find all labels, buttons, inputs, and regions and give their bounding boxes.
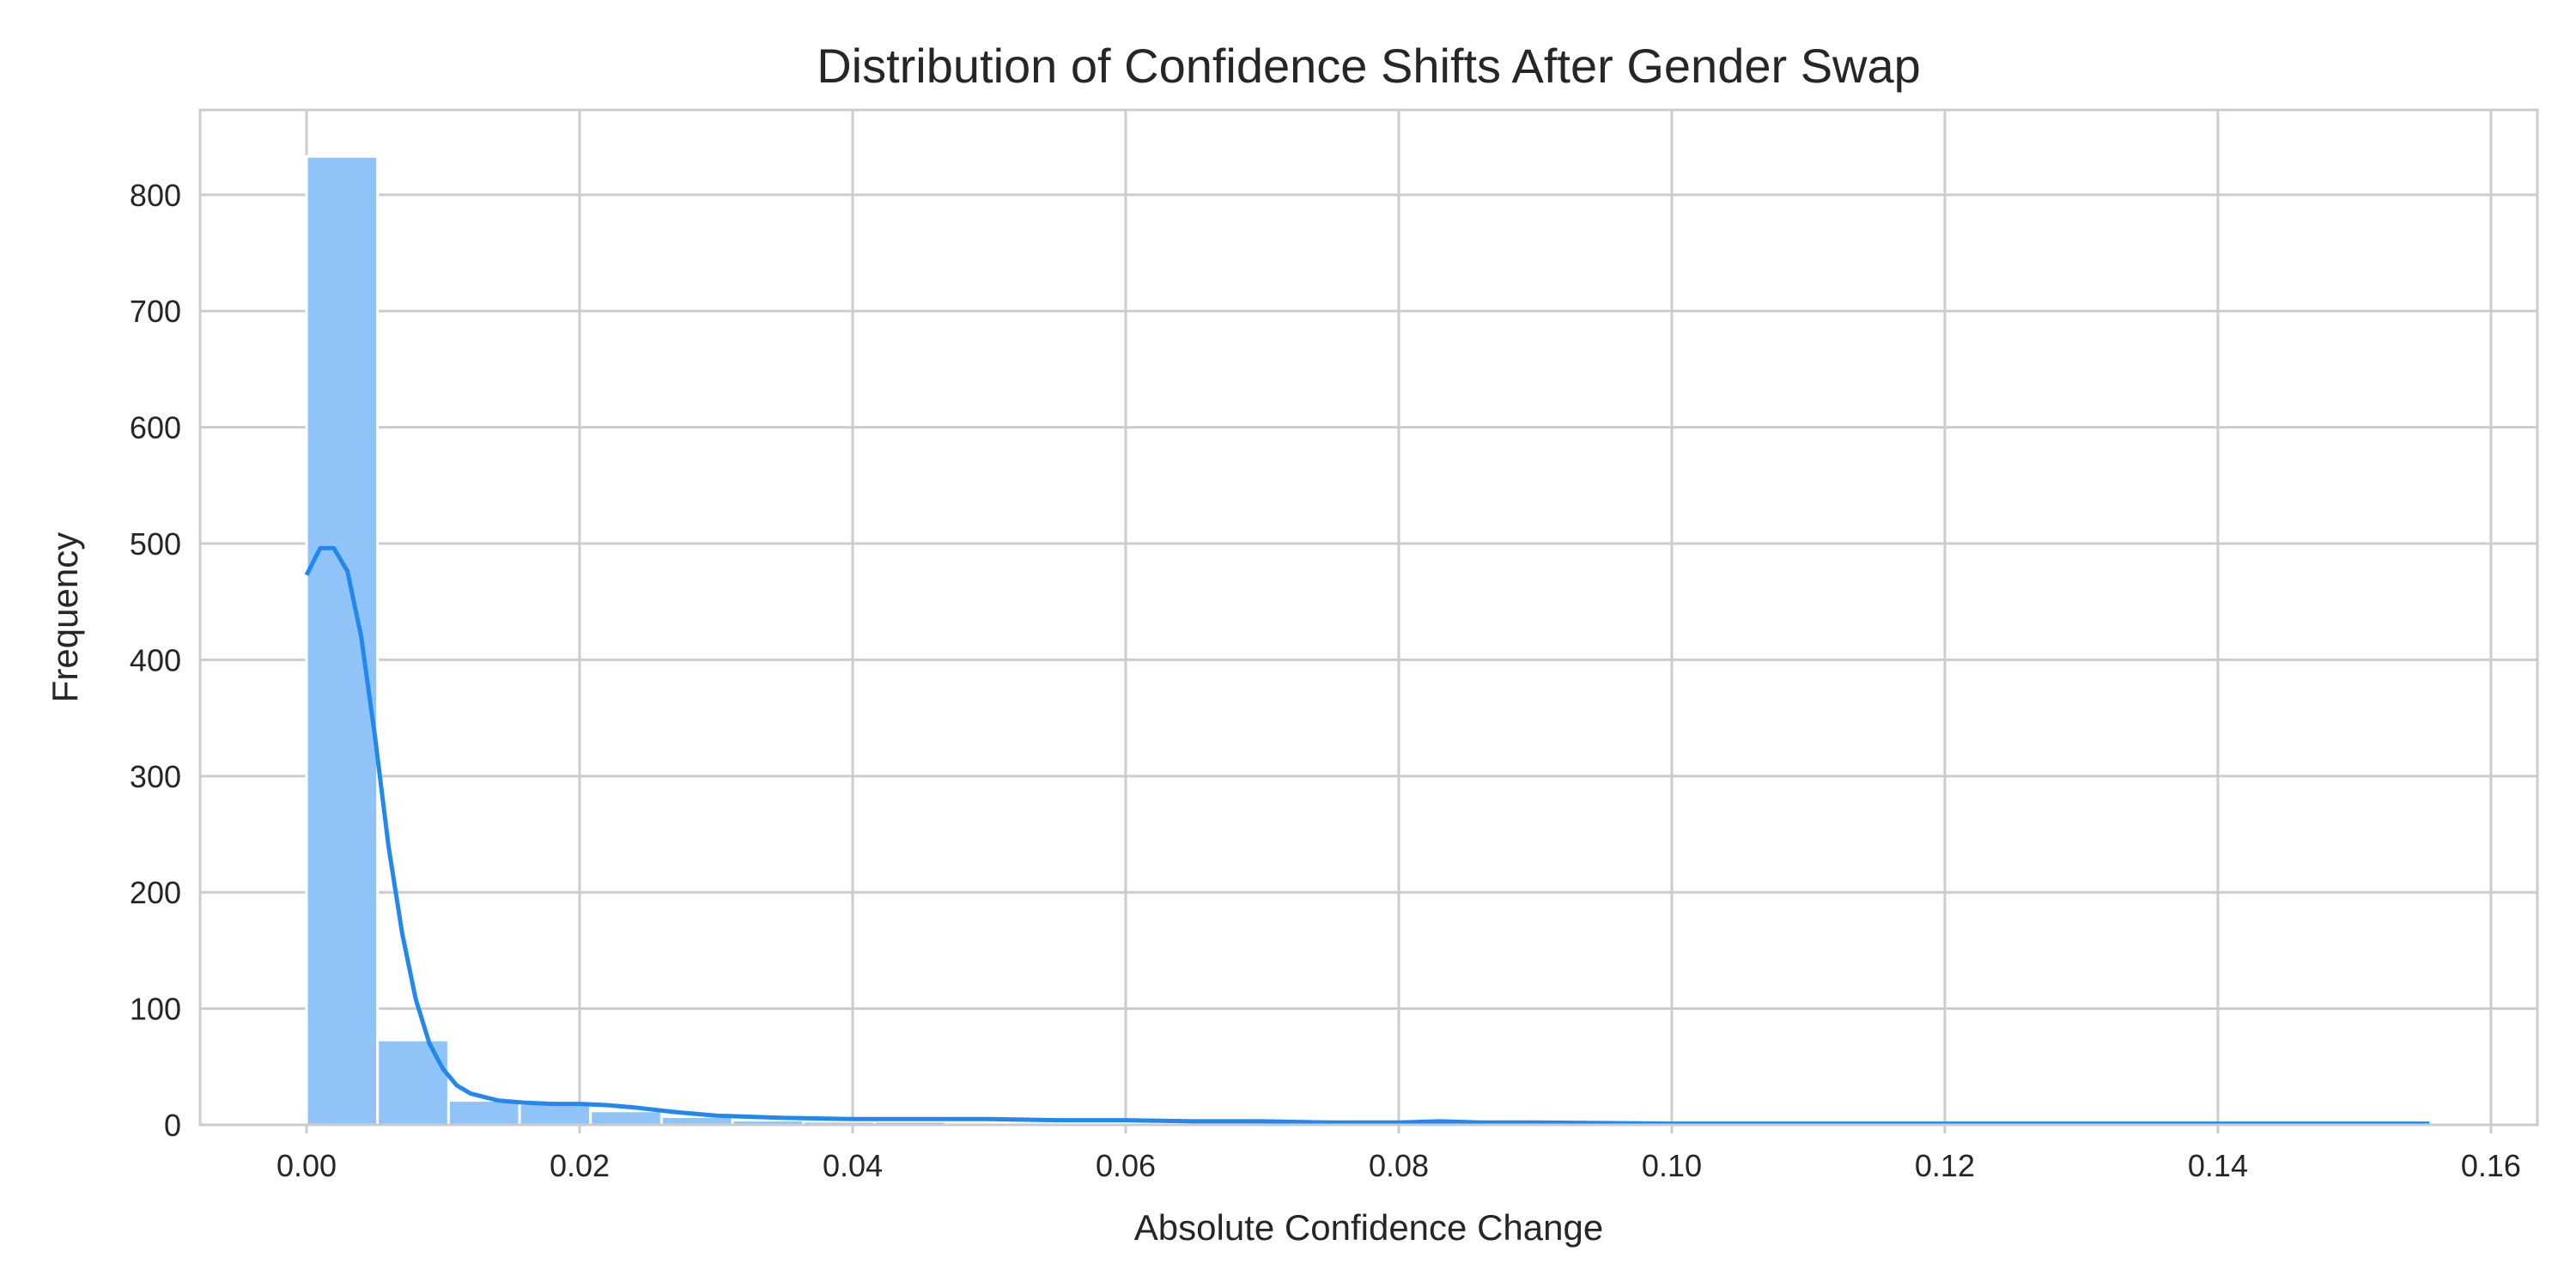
x-axis-label: Absolute Confidence Change (1134, 1207, 1603, 1248)
histogram-bar (376, 1038, 450, 1127)
y-tick-label: 800 (130, 178, 181, 213)
plot-frame (198, 108, 2539, 1127)
y-tick-label: 300 (130, 759, 181, 794)
x-tick-label: 0.00 (276, 1148, 337, 1183)
x-tick-label: 0.02 (550, 1148, 610, 1183)
y-tick-label: 700 (130, 294, 181, 329)
histogram-bar (589, 1109, 663, 1127)
y-tick-label: 100 (130, 992, 181, 1027)
y-axis-label: Frequency (45, 532, 85, 702)
histogram-bar (305, 155, 380, 1127)
histogram-bar (518, 1103, 592, 1127)
x-tick-label: 0.10 (1642, 1148, 1702, 1183)
histogram-bars (305, 155, 2438, 1127)
x-tick-label: 0.14 (2188, 1148, 2248, 1183)
kde-curve-group (304, 545, 2430, 1127)
x-tick-label: 0.12 (1915, 1148, 1975, 1183)
y-tick-label: 0 (164, 1108, 181, 1143)
y-tick-label: 200 (130, 875, 181, 910)
x-axis-ticks: 0.00 0.02 0.04 0.06 0.08 0.10 0.12 0.14 0.16 (276, 1125, 2521, 1183)
grid-lines (200, 110, 2537, 1127)
x-tick-label: 0.16 (2461, 1148, 2521, 1183)
kde-curve (304, 545, 2430, 1127)
x-tick-label: 0.08 (1369, 1148, 1429, 1183)
y-axis-ticks: 0 100 200 300 400 500 600 700 800 (130, 178, 181, 1143)
y-tick-label: 600 (130, 410, 181, 446)
y-tick-label: 500 (130, 526, 181, 562)
x-tick-label: 0.04 (823, 1148, 883, 1183)
y-tick-label: 400 (130, 642, 181, 677)
x-tick-label: 0.06 (1096, 1148, 1156, 1183)
histogram-bar (447, 1099, 521, 1127)
chart-title: Distribution of Confidence Shifts After … (817, 39, 1921, 93)
